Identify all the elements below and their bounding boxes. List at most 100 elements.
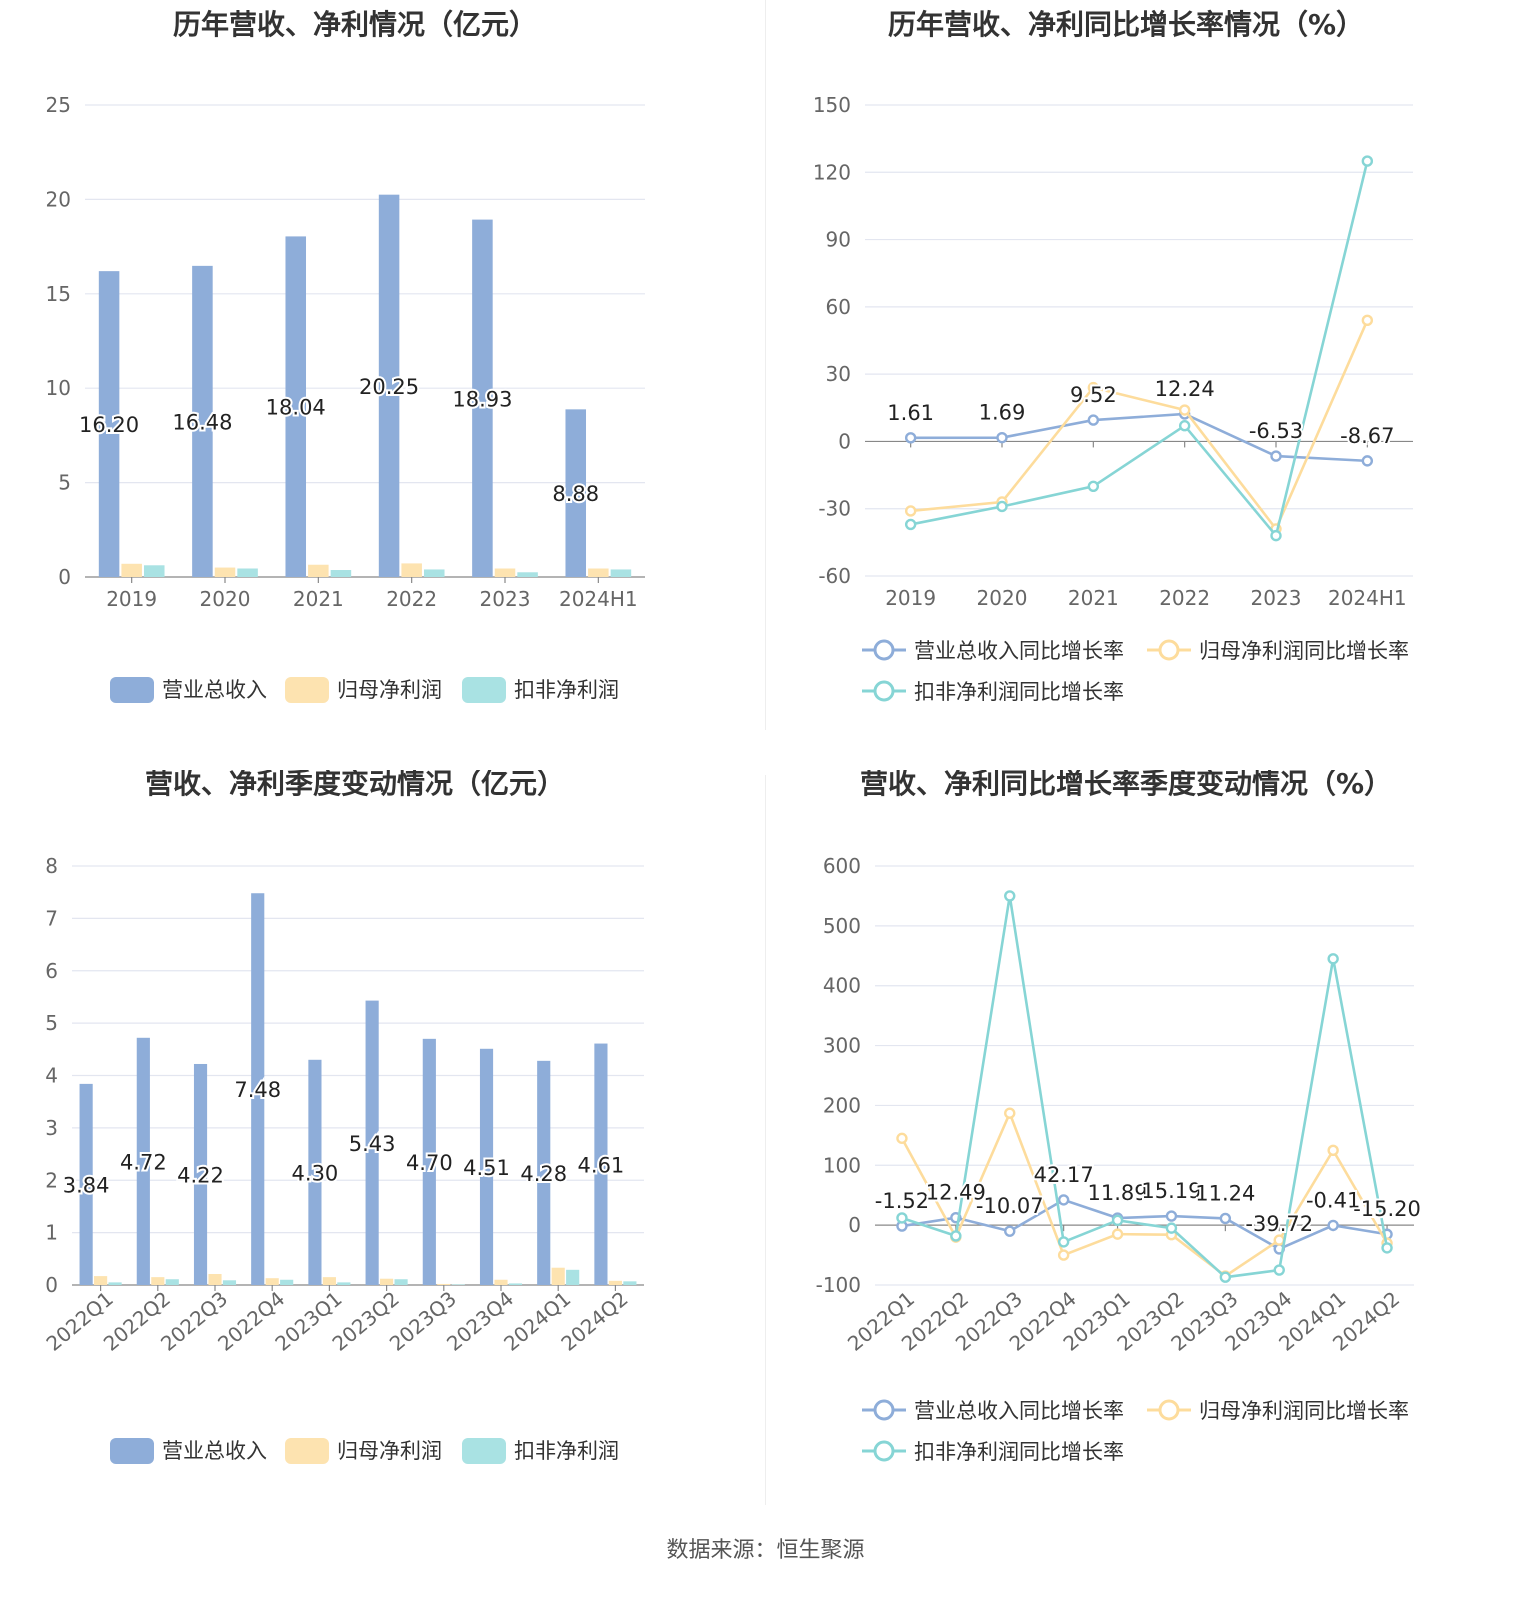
y-tick-label: 60: [826, 295, 851, 319]
bar-营业总收入: [79, 1083, 93, 1285]
x-tick-label: 2022: [386, 587, 437, 611]
point-value-label: -1.52: [875, 1189, 929, 1213]
y-tick-label: -100: [816, 1273, 861, 1297]
series-point: [1004, 890, 1016, 902]
bar-扣非净利润: [165, 1279, 179, 1285]
bar-营业总收入: [285, 236, 307, 578]
quarterly-bars-svg: 营收、净利季度变动情况（亿元）0123456782022Q12022Q22022…: [42, 770, 644, 1464]
annual-revenue-profit-chart: 历年营收、净利情况（亿元） 0 5 10 15 20 25 2019 2020 2021 2022 2…: [0, 0, 765, 780]
y-tick-label: 5: [58, 471, 71, 495]
bar-归母净利润: [151, 1277, 165, 1285]
bar-归母净利润: [94, 1276, 108, 1285]
series-point: [1057, 1194, 1070, 1206]
series-point: [896, 1212, 908, 1224]
series-line-归母净利润同比增长率: [900, 1109, 1389, 1278]
point-value-label: -8.67: [1340, 424, 1394, 448]
y-tick-label: 100: [823, 1153, 861, 1177]
bar-value-label: 4.22: [177, 1163, 224, 1187]
bar-扣非净利润: [566, 1269, 580, 1285]
bar-value-label: 16.48: [172, 410, 232, 434]
bar-value-label: 4.30: [292, 1161, 339, 1185]
y-tick-label: 20: [46, 187, 71, 211]
point-value-label: 15.19: [1141, 1179, 1201, 1203]
bar-营业总收入: [378, 194, 400, 577]
bar-扣非净利润: [237, 568, 258, 577]
x-tick-label: 2020: [977, 586, 1028, 610]
legend-label: 归母净利润: [337, 678, 442, 702]
legend-swatch: [285, 1438, 329, 1464]
y-tick-label: 600: [823, 854, 861, 878]
bar-营业总收入: [365, 1000, 379, 1285]
y-tick-label: 3: [45, 1116, 58, 1140]
point-value-label: -0.41: [1306, 1188, 1360, 1212]
divider-bottom: [765, 775, 766, 1505]
bar-归母净利润: [308, 564, 329, 577]
bar-营业总收入: [565, 409, 587, 577]
series-point: [1087, 480, 1100, 492]
legend-label: 扣非净利润: [514, 1439, 619, 1463]
y-tick-label: 10: [46, 376, 71, 400]
series-point: [1087, 414, 1100, 426]
y-tick-label: 2: [45, 1168, 58, 1192]
point-value-label: 12.24: [1155, 377, 1215, 401]
series-point: [1087, 381, 1100, 394]
point-value-label: 11.24: [1195, 1181, 1255, 1205]
y-tick-label: 400: [823, 974, 861, 998]
y-tick-label: -30: [818, 497, 851, 521]
bar-value-label: 4.70: [406, 1151, 453, 1175]
y-tick-label: 6: [45, 959, 58, 983]
y-tick-label: 1: [45, 1221, 58, 1245]
bar-value-label: 16.20: [79, 413, 139, 437]
bar-扣非净利润: [330, 570, 352, 577]
bar-归母净利润: [208, 1274, 222, 1285]
point-value-label: -6.53: [1249, 419, 1303, 443]
y-tick-label: 8: [45, 854, 58, 878]
series-point: [1178, 420, 1191, 432]
series-point: [1327, 1144, 1339, 1157]
legend-label: 扣非净利润同比增长率: [914, 680, 1124, 704]
bar-扣非净利润: [394, 1279, 408, 1285]
point-value-label: -39.72: [1245, 1212, 1313, 1236]
series-point: [1219, 1212, 1232, 1225]
legend-marker: [1158, 1399, 1180, 1421]
annual-growth-svg: 历年营收、净利同比增长率情况（%） -60 -30 0 30 60 90 120 150 2019…: [813, 8, 1413, 704]
legend: 营业总收入 归母净利润 扣非净利润: [110, 677, 619, 703]
bar-扣非净利润: [222, 1280, 237, 1285]
quarterly-growth-rate-chart: 营收、净利同比增长率季度变动情况（%） -100 0 100 200 300 400 500 6…: [766, 770, 1531, 1550]
y-tick-label: -60: [818, 564, 851, 588]
chart-title: 历年营收、净利情况（亿元）: [173, 8, 537, 41]
bar-扣非净利润: [108, 1282, 122, 1285]
legend-label: 营业总收入: [162, 1439, 267, 1463]
series-point: [904, 505, 917, 517]
legend-swatch: [110, 677, 154, 703]
y-tick-label: 5: [45, 1011, 58, 1035]
x-tick-label: 2019: [885, 586, 936, 610]
series-point: [1057, 1249, 1070, 1261]
series-line-营业总收入同比增长率: [910, 412, 1368, 463]
legend-marker: [873, 680, 895, 702]
bar-营业总收入: [193, 1063, 208, 1285]
bar-营业总收入: [251, 893, 265, 1285]
y-tick-label: 300: [823, 1034, 861, 1058]
y-tick-label: 200: [823, 1093, 861, 1117]
series-point: [996, 500, 1008, 513]
y-tick-label: 4: [45, 1064, 58, 1088]
legend-label: 营业总收入同比增长率: [914, 639, 1124, 663]
legend-marker: [873, 1399, 895, 1421]
bar-扣非净利润: [451, 1284, 465, 1285]
chart-title: 营收、净利季度变动情况（亿元）: [145, 770, 565, 800]
x-tick-label: 2021: [293, 587, 344, 611]
y-tick-label: 7: [45, 906, 58, 930]
series-point: [896, 1132, 908, 1145]
bar-扣非净利润: [508, 1283, 523, 1285]
series-point: [1111, 1214, 1124, 1227]
legend-swatch: [110, 1438, 154, 1464]
series-point: [1004, 1107, 1016, 1119]
bar-营业总收入: [479, 1048, 494, 1285]
legend-swatch: [285, 677, 329, 703]
series-point: [1361, 155, 1374, 167]
legend-label: 归母净利润同比增长率: [1199, 639, 1409, 663]
series-line-扣非净利润同比增长率: [901, 895, 1389, 1279]
legend-label: 营业总收入: [162, 678, 267, 702]
bar-value-label: 18.93: [452, 387, 512, 411]
